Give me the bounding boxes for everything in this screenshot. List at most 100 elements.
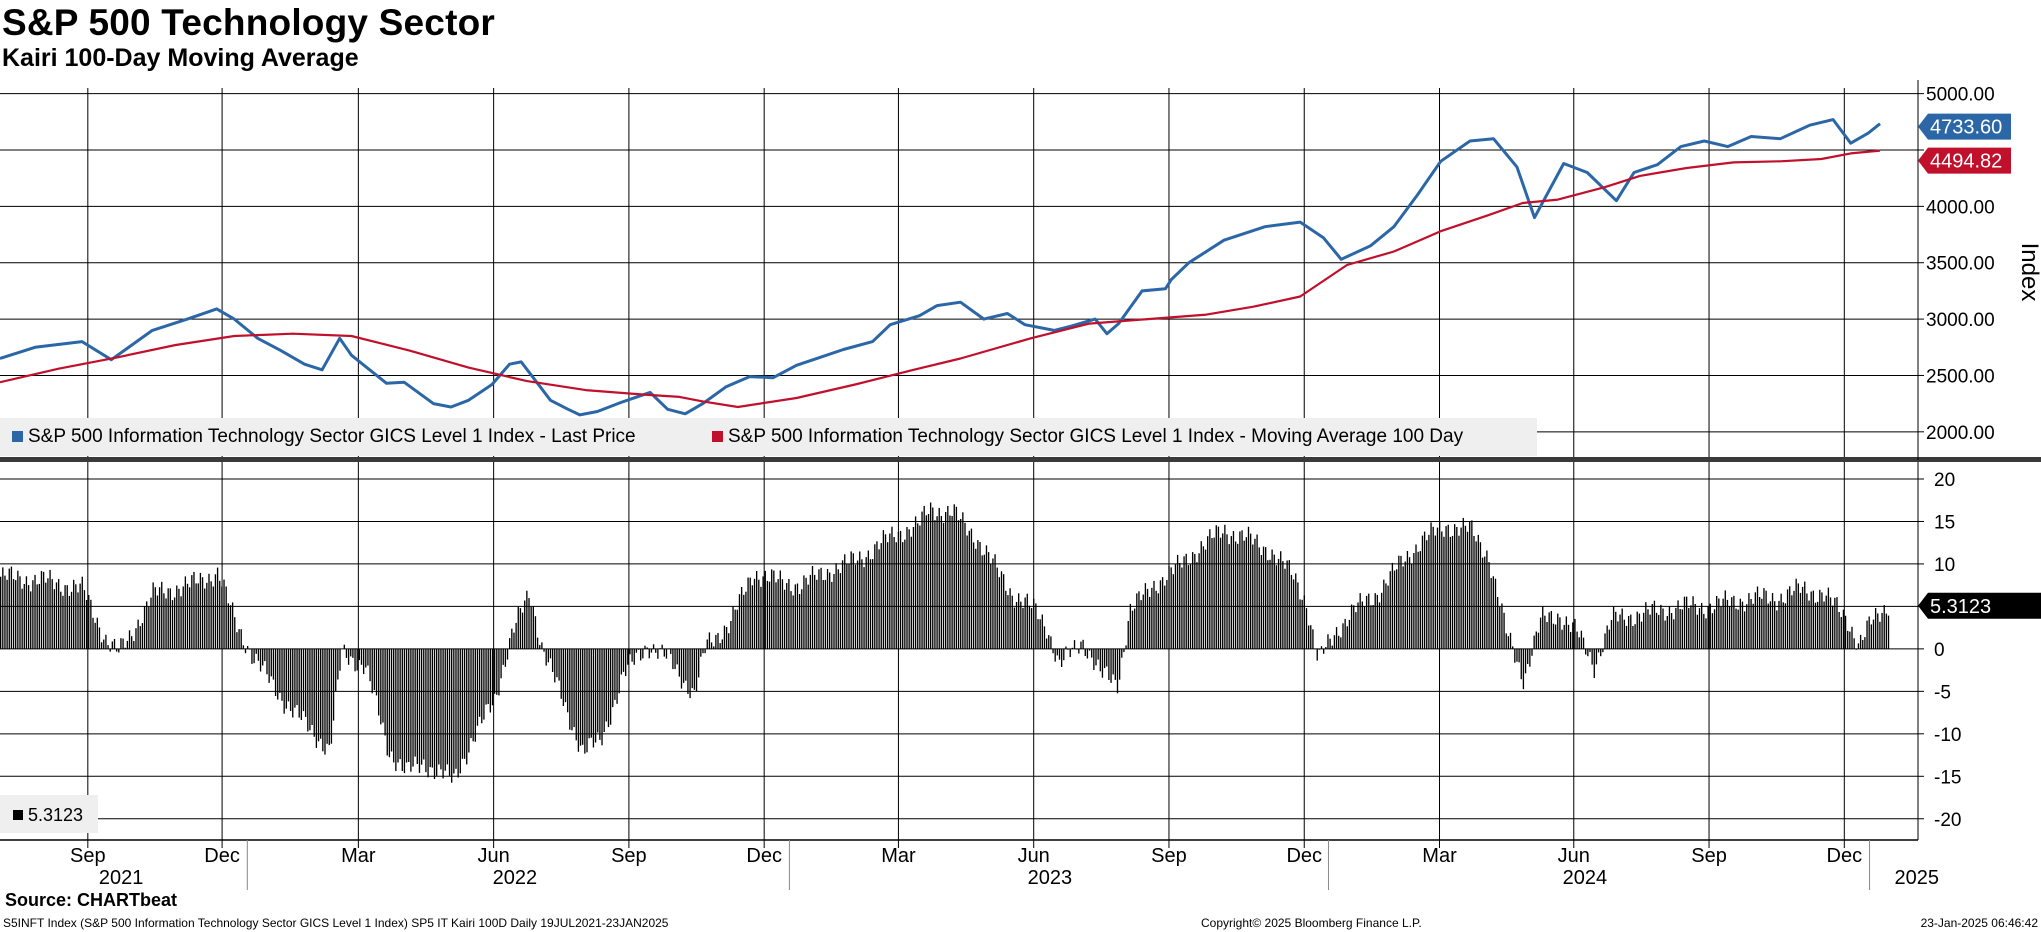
kairi-bar [1763,588,1765,649]
kairi-bar [964,522,966,649]
kairi-bar [1868,616,1870,649]
kairi-bar [15,580,17,649]
kairi-bar [1602,648,1604,653]
kairi-bar [1838,612,1840,649]
kairi-bar [1484,556,1486,649]
kairi-bar [1286,560,1288,649]
kairi-bar [1806,593,1808,649]
kairi-bar [721,639,723,649]
kairi-bar [1024,597,1026,649]
kairi-bar [992,558,994,649]
kairi-bar [1241,530,1243,649]
kairi-bar [1393,570,1396,649]
kairi-bar [1454,524,1456,649]
kairi-bar [1423,531,1426,649]
kairi-bar [1114,648,1116,680]
kairi-bar [1436,527,1439,649]
kairi-bar [702,648,704,654]
x-month-label: Jun [478,845,510,867]
kairi-bar [1284,568,1286,649]
kairi-bar [927,514,930,649]
kairi-bar [1269,559,1271,649]
kairi-bar [863,567,865,649]
kairi-bar [1376,594,1379,649]
kairi-bar [1610,620,1613,649]
kairi-bar [543,648,545,652]
kairi-bar [83,590,86,649]
kairi-bar [1301,599,1303,649]
kairi-bar [902,542,904,649]
kairi-bar [1737,609,1739,649]
kairi-bar [55,582,58,649]
moving-average-line [0,149,1881,409]
kairi-bar [208,573,210,649]
kairi-bar [1842,609,1845,649]
kairi-bar [1441,531,1443,649]
kairi-bar [1076,648,1078,650]
kairi-bar [1864,637,1866,649]
kairi-bar [1814,602,1817,649]
y-tick-label-lower: 0 [1934,640,1945,661]
kairi-bar [236,632,238,649]
kairi-bar [322,648,324,752]
kairi-bar [1739,598,1741,649]
kairi-bar [796,583,799,649]
kairi-bar [124,647,126,649]
kairi-bar [1527,648,1529,664]
x-month-label: Jun [1018,845,1050,867]
kairi-bar [646,647,648,649]
kairi-bar [876,541,878,649]
kairi-bar [725,627,728,649]
kairi-bar [399,648,401,760]
kairi-bar [300,648,303,720]
kairi-bar [1073,640,1076,649]
kairi-bar [919,525,921,649]
kairi-bar [298,648,300,718]
kairi-bar [1758,597,1761,649]
kairi-bar [1209,529,1211,649]
kairi-bar [229,605,232,649]
kairi-bar [234,617,236,649]
kairi-bar [1222,533,1224,649]
kairi-bar [584,648,586,754]
legend-label-ma: S&P 500 Information Technology Sector GI… [728,426,1464,447]
kairi-bar [1398,555,1400,649]
x-year-label: 2024 [1563,867,1608,889]
kairi-bar [1207,536,1209,649]
kairi-bar [1134,608,1136,649]
kairi-bar [259,648,262,672]
kairi-bar [51,579,53,649]
kairi-bar [1705,618,1707,649]
kairi-bar [844,554,846,649]
x-month-label: Dec [204,845,240,867]
kairi-bar [1370,605,1372,649]
lower-panel [0,502,1890,783]
x-year-label: 2023 [1028,867,1073,889]
kairi-bar [414,648,416,757]
kairi-bar [809,574,812,649]
kairi-bar [1501,603,1503,649]
kairi-bar [1887,615,1890,649]
kairi-bar [678,648,681,677]
kairi-bar [695,648,698,692]
x-month-label: Sep [611,845,647,867]
kairi-bar [1118,648,1121,680]
kairi-bar [1572,622,1574,649]
kairi-bar [330,648,333,744]
kairi-bar [867,550,870,649]
kairi-bar [1013,607,1016,649]
kairi-bar [603,648,605,732]
kairi-bar [1754,592,1757,649]
kairi-bar [940,516,943,649]
kairi-bar [1799,592,1802,649]
kairi-bar [216,567,219,649]
kairi-bar [852,553,854,649]
kairi-bar [829,572,831,649]
kairi-bar [1213,537,1215,649]
kairi-bar [17,570,19,649]
kairi-bar [1164,585,1166,649]
kairi-bar [1153,580,1155,649]
kairi-bar [1791,595,1793,649]
kairi-bar [816,579,818,649]
upper-panel [0,118,1881,417]
